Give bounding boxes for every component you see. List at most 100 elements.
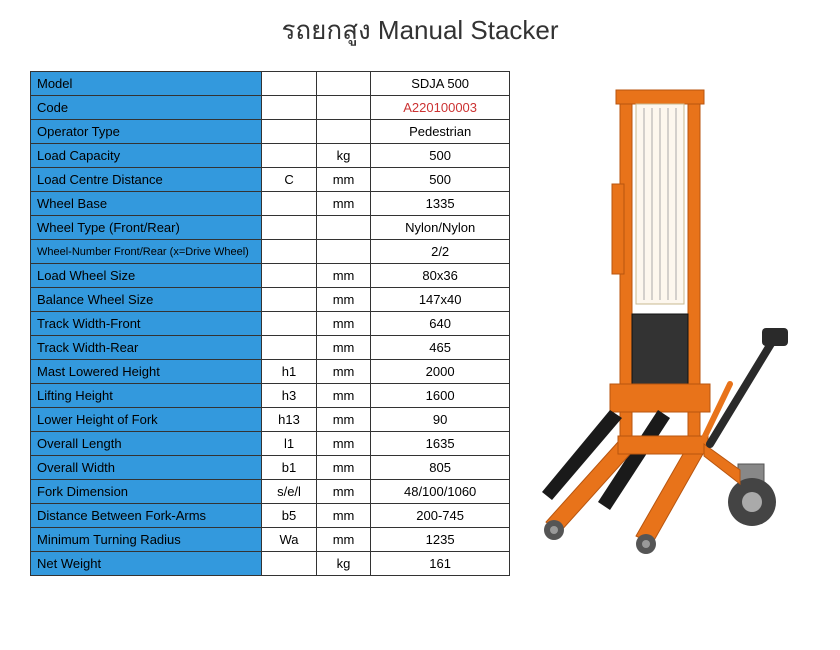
spec-label: Track Width-Front [31,312,262,336]
spec-unit [316,72,370,96]
spec-value: 200-745 [371,504,510,528]
table-row: Overall Lengthl1mm1635 [31,432,510,456]
spec-label: Load Wheel Size [31,264,262,288]
spec-symbol [262,336,317,360]
table-row: Load Capacity kg500 [31,144,510,168]
spec-value: 465 [371,336,510,360]
stacker-icon [540,84,800,564]
spec-unit: mm [316,408,370,432]
spec-value: 80x36 [371,264,510,288]
spec-label: Wheel-Number Front/Rear (x=Drive Wheel) [31,240,262,264]
spec-symbol [262,72,317,96]
table-row: Load Wheel Sizemm80x36 [31,264,510,288]
table-row: Track Width-Rear mm465 [31,336,510,360]
spec-symbol [262,120,317,144]
spec-label: Mast Lowered Height [31,360,262,384]
table-row: Track Width-Front mm640 [31,312,510,336]
spec-value: 161 [371,552,510,576]
spec-symbol: b1 [262,456,317,480]
spec-symbol [262,216,317,240]
spec-label: Load Capacity [31,144,262,168]
spec-label: Load Centre Distance [31,168,262,192]
spec-symbol: b5 [262,504,317,528]
spec-unit: mm [316,312,370,336]
spec-symbol: Wa [262,528,317,552]
spec-unit [316,240,370,264]
spec-unit: mm [316,504,370,528]
spec-value: A220100003 [371,96,510,120]
table-row: Wheel Base mm1335 [31,192,510,216]
spec-symbol [262,288,317,312]
spec-unit: mm [316,528,370,552]
spec-label: Wheel Base [31,192,262,216]
spec-label: Wheel Type (Front/Rear) [31,216,262,240]
spec-value: 1335 [371,192,510,216]
spec-unit: kg [316,552,370,576]
table-row: Overall Widthb1mm805 [31,456,510,480]
spec-unit: mm [316,192,370,216]
spec-value: 147x40 [371,288,510,312]
table-row: Distance Between Fork-Armsb5mm200-745 [31,504,510,528]
spec-label: Fork Dimension [31,480,262,504]
spec-value: 640 [371,312,510,336]
table-row: Load Centre DistanceCmm500 [31,168,510,192]
spec-label: Code [31,96,262,120]
spec-label: Lower Height of Fork [31,408,262,432]
spec-label: Model [31,72,262,96]
spec-symbol [262,144,317,168]
table-row: Net Weight kg161 [31,552,510,576]
spec-unit: mm [316,480,370,504]
spec-value: 90 [371,408,510,432]
spec-value: 1600 [371,384,510,408]
product-illustration [530,71,810,576]
spec-symbol [262,240,317,264]
spec-value: 500 [371,168,510,192]
table-row: Lifting Heighth3mm1600 [31,384,510,408]
spec-unit: mm [316,384,370,408]
spec-value: 500 [371,144,510,168]
spec-value: 1235 [371,528,510,552]
spec-unit: mm [316,432,370,456]
content-area: ModelSDJA 500CodeA220100003Operator Type… [30,71,810,576]
spec-unit [316,216,370,240]
spec-label: Overall Length [31,432,262,456]
table-row: Wheel-Number Front/Rear (x=Drive Wheel) 2… [31,240,510,264]
table-row: Lower Height of Forkh13mm90 [31,408,510,432]
table-row: Fork Dimensions/e/lmm48/100/1060 [31,480,510,504]
spec-value: SDJA 500 [371,72,510,96]
spec-symbol [262,552,317,576]
spec-value: 2000 [371,360,510,384]
spec-unit: kg [316,144,370,168]
spec-symbol: C [262,168,317,192]
spec-unit: mm [316,456,370,480]
spec-unit: mm [316,336,370,360]
spec-symbol: s/e/l [262,480,317,504]
spec-label: Distance Between Fork-Arms [31,504,262,528]
spec-symbol: h3 [262,384,317,408]
spec-value: 2/2 [371,240,510,264]
page-title: รถยกสูง Manual Stacker [30,10,810,51]
spec-unit: mm [316,288,370,312]
spec-label: Balance Wheel Size [31,288,262,312]
table-row: Mast Lowered Heighth1mm2000 [31,360,510,384]
spec-label: Operator Type [31,120,262,144]
spec-value: 1635 [371,432,510,456]
table-row: Wheel Type (Front/Rear) Nylon/Nylon [31,216,510,240]
spec-symbol [262,96,317,120]
table-row: Operator TypePedestrian [31,120,510,144]
spec-symbol [262,312,317,336]
spec-value: Nylon/Nylon [371,216,510,240]
spec-unit [316,120,370,144]
spec-symbol: h1 [262,360,317,384]
table-row: Code A220100003 [31,96,510,120]
spec-symbol [262,192,317,216]
spec-label: Lifting Height [31,384,262,408]
spec-unit [316,96,370,120]
table-row: Minimum Turning RadiusWamm1235 [31,528,510,552]
spec-symbol [262,264,317,288]
spec-label: Net Weight [31,552,262,576]
spec-symbol: h13 [262,408,317,432]
spec-unit: mm [316,360,370,384]
table-row: Balance Wheel Size mm147x40 [31,288,510,312]
spec-label: Track Width-Rear [31,336,262,360]
